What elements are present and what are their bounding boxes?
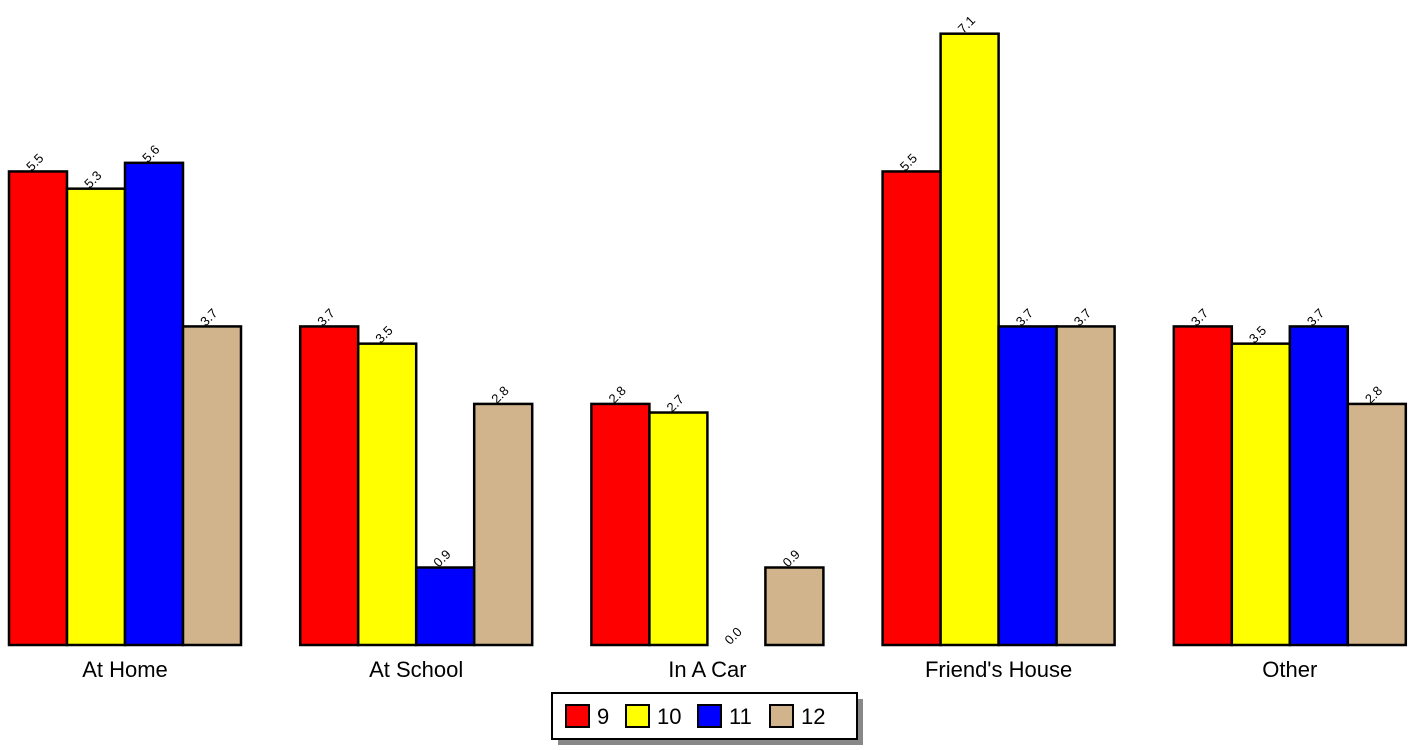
bar-at-school-series-11 [414,566,476,647]
bar-at-home-series-12 [181,325,243,647]
bar-at-home-series-10 [65,187,127,647]
legend: 9 10 11 12 [551,692,863,745]
legend-label-10: 10 [657,704,681,729]
bar-at-school-series-10 [356,342,418,647]
legend-swatch-12 [769,704,794,728]
bar-other-series-9 [1172,325,1234,647]
bar-at-school-series-9 [298,325,360,647]
bar-in-a-car-series-10 [648,411,709,647]
legend-swatch-10 [625,704,650,728]
bar-in-a-car-series-9 [590,402,651,647]
bar-other-series-12 [1346,402,1408,647]
legend-label-12: 12 [801,704,825,729]
legend-label-11: 11 [729,704,752,729]
legend-swatch-11 [697,704,722,728]
category-label-at-school: At School [369,657,463,682]
bar-in-a-car-series-12 [764,566,825,647]
bar-friend-s-house-series-11 [997,325,1058,647]
bar-friend-s-house-series-9 [881,170,942,647]
legend-swatch-9 [565,704,590,728]
value-labels-layer: 5.55.35.63.7 3.73.50.92.8 2.8 2.70.00.95.57… [23,13,1385,648]
bar-at-school-series-12 [472,402,534,647]
bar-at-home-series-11 [123,161,185,647]
bar-at-home-series-9 [7,170,69,647]
value-label-in-a-car-series-11: 0.0 [722,624,745,647]
category-label-other: Other [1262,657,1317,682]
bar-friend-s-house-series-10 [939,32,1000,647]
bar-other-series-11 [1288,325,1350,647]
category-label-friend-s-house: Friend's House [925,657,1072,682]
legend-label-9: 9 [597,704,609,729]
bars-layer [7,32,1408,647]
category-label-at-home: At Home [82,657,168,682]
bar-other-series-10 [1230,342,1292,647]
category-labels-layer: At Home At School In A Car Friend's House Ot… [82,657,1317,682]
bar-friend-s-house-series-12 [1055,325,1116,647]
category-label-in-a-car: In A Car [668,657,746,682]
